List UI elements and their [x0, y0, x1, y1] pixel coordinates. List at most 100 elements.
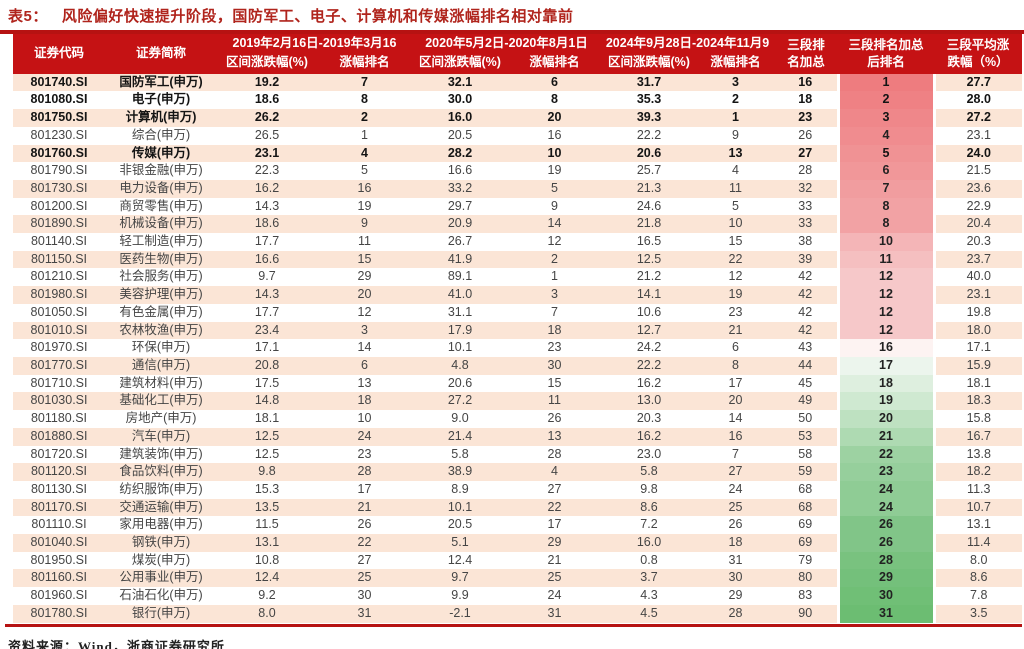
- cell-code: 801040.SI: [13, 534, 105, 552]
- cell-rank2: 12: [547, 234, 562, 249]
- table-number: 表5：: [8, 8, 48, 25]
- cell-chg2: 5.1: [412, 534, 508, 552]
- table-row: 801200.SI 商贸零售(申万) 14.3 19 29.7 9 24.6 5 33 8 22.9: [13, 197, 1022, 216]
- cell-avg: 13.1: [966, 517, 991, 532]
- cell-final: 12: [836, 286, 936, 304]
- col-header-rank3: 涨幅排名: [697, 52, 774, 74]
- table-row: 801880.SI 汽车(申万) 12.5 24 21.4 13 16.2 16 53 21 16.…: [13, 427, 1022, 446]
- table-row: 801120.SI 食品饮料(申万) 9.8 28 38.9 4 5.8 27 59 23 18.2: [13, 463, 1022, 481]
- col-header-final-rank: 三段排名加总 后排名: [838, 34, 934, 74]
- cell-rank2: 27: [547, 481, 562, 496]
- cell-chg2: 16.0: [412, 109, 508, 127]
- cell-rank3: 19: [697, 286, 774, 304]
- cell-final: 24: [836, 480, 936, 499]
- cell-rank3: 25: [697, 498, 774, 517]
- cell-chg2: 28.2: [412, 144, 508, 163]
- cell-rank3: 24: [728, 481, 743, 496]
- cell-avg: 23.6: [934, 179, 1022, 198]
- table-row: 801780.SI 银行(申万) 8.0 31 -2.1 31 4.5 28 90 31 3.5: [13, 604, 1022, 623]
- cell-rank1: 11: [358, 234, 371, 249]
- cell-rank1: 14: [357, 340, 372, 355]
- cell-rank1: 15: [317, 250, 412, 269]
- cell-rank2: 17: [547, 517, 562, 532]
- cell-sum: 28: [798, 163, 813, 178]
- cell-sum: 80: [774, 569, 838, 588]
- cell-rank1: 31: [317, 604, 412, 623]
- cell-name: 建筑材料(申万): [119, 375, 203, 390]
- table-row: 801170.SI 交通运输(申万) 13.5 21 10.1 22 8.6 25 68 24 10…: [13, 498, 1022, 517]
- cell-avg: 18.1: [966, 375, 991, 390]
- cell-chg3: 23.0: [636, 446, 662, 461]
- cell-avg: 22.9: [966, 198, 991, 213]
- cell-rank1: 24: [317, 427, 412, 446]
- col-header-chg1: 区间涨跌幅(%): [217, 52, 317, 74]
- cell-chg3: 13.0: [601, 392, 697, 411]
- cell-avg: 18.0: [934, 321, 1022, 340]
- cell-chg2: 9.0: [451, 411, 469, 426]
- cell-rank1: 12: [357, 304, 372, 319]
- cell-chg1: 17.1: [254, 340, 280, 355]
- cell-final: 26: [836, 516, 936, 535]
- cell-rank3: 20: [697, 392, 774, 411]
- cell-rank2: 7: [551, 304, 558, 319]
- cell-chg1: 18.6: [217, 215, 317, 234]
- cell-chg1: 17.7: [254, 234, 280, 249]
- cell-rank2: 26: [547, 411, 562, 426]
- cell-sum: 42: [774, 321, 838, 340]
- cell-code: 801140.SI: [30, 234, 88, 249]
- cell-name: 医药生物(申万): [105, 250, 217, 269]
- cell-rank1: 8: [361, 92, 368, 107]
- cell-rank2: 25: [508, 569, 601, 588]
- cell-code: 801760.SI: [13, 144, 105, 163]
- col-header-rank2: 涨幅排名: [508, 52, 601, 74]
- cell-code: 801880.SI: [13, 427, 105, 446]
- cell-code: 801780.SI: [13, 604, 105, 623]
- cell-chg2: 41.0: [412, 286, 508, 304]
- cell-chg1: 14.3: [217, 286, 317, 304]
- cell-rank3: 13: [697, 144, 774, 163]
- cell-chg3: 24.2: [636, 340, 662, 355]
- cell-name: 电力设备(申万): [105, 179, 217, 198]
- group-header-period1: 2019年2月16日-2019年3月16: [217, 34, 412, 53]
- cell-code: 801210.SI: [30, 269, 88, 284]
- cell-sum: 23: [774, 109, 838, 127]
- cell-rank2: 3: [508, 286, 601, 304]
- col-header-rank1: 涨幅排名: [317, 52, 412, 74]
- cell-code: 801730.SI: [13, 179, 105, 198]
- cell-chg2: 31.1: [447, 304, 473, 319]
- cell-name: 轻工制造(申万): [119, 234, 203, 249]
- cell-chg3: 16.5: [636, 234, 662, 249]
- cell-chg1: 9.2: [258, 588, 276, 603]
- cell-code: 801890.SI: [13, 215, 105, 234]
- cell-sum: 53: [774, 427, 838, 446]
- cell-code: 801120.SI: [13, 463, 105, 481]
- cell-rank2: 24: [547, 588, 562, 603]
- cell-avg: 40.0: [966, 269, 991, 284]
- cell-chg2: 12.4: [447, 552, 473, 567]
- cell-rank2: 28: [547, 446, 562, 461]
- cell-chg2: 10.1: [412, 498, 508, 517]
- cell-code: 801030.SI: [13, 392, 105, 411]
- table-row: 801010.SI 农林牧渔(申万) 23.4 3 17.9 18 12.7 21 42 12 18…: [13, 321, 1022, 340]
- cell-chg2: 21.4: [412, 427, 508, 446]
- cell-rank1: 9: [317, 215, 412, 234]
- cell-chg1: 22.3: [254, 163, 280, 178]
- cell-chg1: 9.8: [217, 463, 317, 481]
- cell-name: 通信(申万): [105, 357, 217, 375]
- table-row: 801030.SI 基础化工(申万) 14.8 18 27.2 11 13.0 20 49 19 1…: [13, 392, 1022, 411]
- cell-final: 17: [836, 357, 936, 375]
- top-rule: [0, 30, 1024, 34]
- cell-rank1: 23: [357, 446, 372, 461]
- cell-chg1: 12.5: [254, 446, 280, 461]
- cell-chg3: 9.8: [640, 481, 658, 496]
- table-row: 801770.SI 通信(申万) 20.8 6 4.8 30 22.2 8 44 17 15.9: [13, 357, 1022, 375]
- cell-avg: 8.0: [970, 552, 988, 567]
- cell-final: 24: [836, 498, 936, 517]
- table-row: 801130.SI 纺织服饰(申万) 15.3 17 8.9 27 9.8 24 68 24 11.…: [13, 480, 1022, 499]
- cell-chg2: 20.5: [447, 127, 473, 142]
- cell-chg2: 17.9: [412, 321, 508, 340]
- cell-name: 传媒(申万): [105, 144, 217, 163]
- cell-rank1: 16: [317, 179, 412, 198]
- cell-name: 石油石化(申万): [119, 588, 203, 603]
- cell-rank2: 9: [551, 198, 558, 213]
